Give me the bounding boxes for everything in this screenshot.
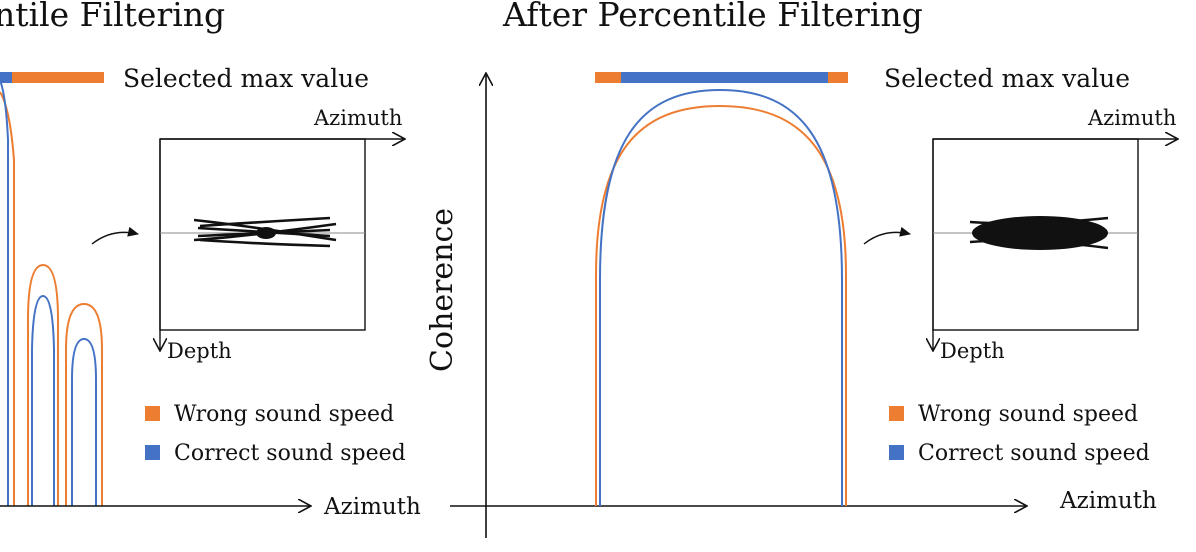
left-inset-pointer	[91, 226, 139, 245]
left-legend-wrong: Wrong sound speed	[174, 402, 394, 427]
right-y-axis-label: Coherence	[425, 208, 460, 372]
right-inset-x-label: Azimuth	[1087, 106, 1176, 130]
left-legend-correct: Correct sound speed	[174, 441, 406, 466]
left-inset-y-label: Depth	[167, 339, 232, 363]
left-inset-x-label: Azimuth	[313, 106, 402, 130]
right-x-axis-label: Azimuth	[1059, 488, 1157, 514]
right-inset-focus	[972, 216, 1108, 250]
left-bar-correct	[0, 72, 12, 83]
right-inset: Azimuth Depth	[863, 106, 1177, 363]
right-curves	[595, 88, 847, 506]
left-panel-title: ntile Filtering	[0, 0, 225, 34]
left-legend-swatch-wrong	[145, 406, 160, 421]
right-legend-swatch-correct	[889, 445, 904, 460]
left-bar-wrong	[12, 72, 104, 83]
left-curves	[0, 79, 103, 506]
left-bar-label: Selected max value	[123, 64, 369, 93]
left-legend-swatch-correct	[145, 445, 160, 460]
right-legend: Wrong sound speed Correct sound speed	[889, 402, 1150, 466]
left-inset-focus	[256, 227, 276, 239]
right-bar-correct	[621, 72, 828, 83]
right-panel: After Percentile Filtering Coherence Azi…	[425, 0, 1177, 538]
right-legend-correct: Correct sound speed	[918, 441, 1150, 466]
right-bar-label: Selected max value	[884, 64, 1130, 93]
right-panel-title: After Percentile Filtering	[502, 0, 923, 34]
right-inset-y-label: Depth	[940, 339, 1005, 363]
right-legend-wrong: Wrong sound speed	[918, 402, 1138, 427]
left-panel: ntile Filtering Selected max value Azimu…	[0, 0, 421, 520]
left-inset: Azimuth Depth	[91, 106, 404, 363]
left-legend: Wrong sound speed Correct sound speed	[145, 402, 406, 466]
right-inset-pointer	[863, 226, 911, 245]
right-legend-swatch-wrong	[889, 406, 904, 421]
left-x-axis-label: Azimuth	[323, 494, 421, 520]
